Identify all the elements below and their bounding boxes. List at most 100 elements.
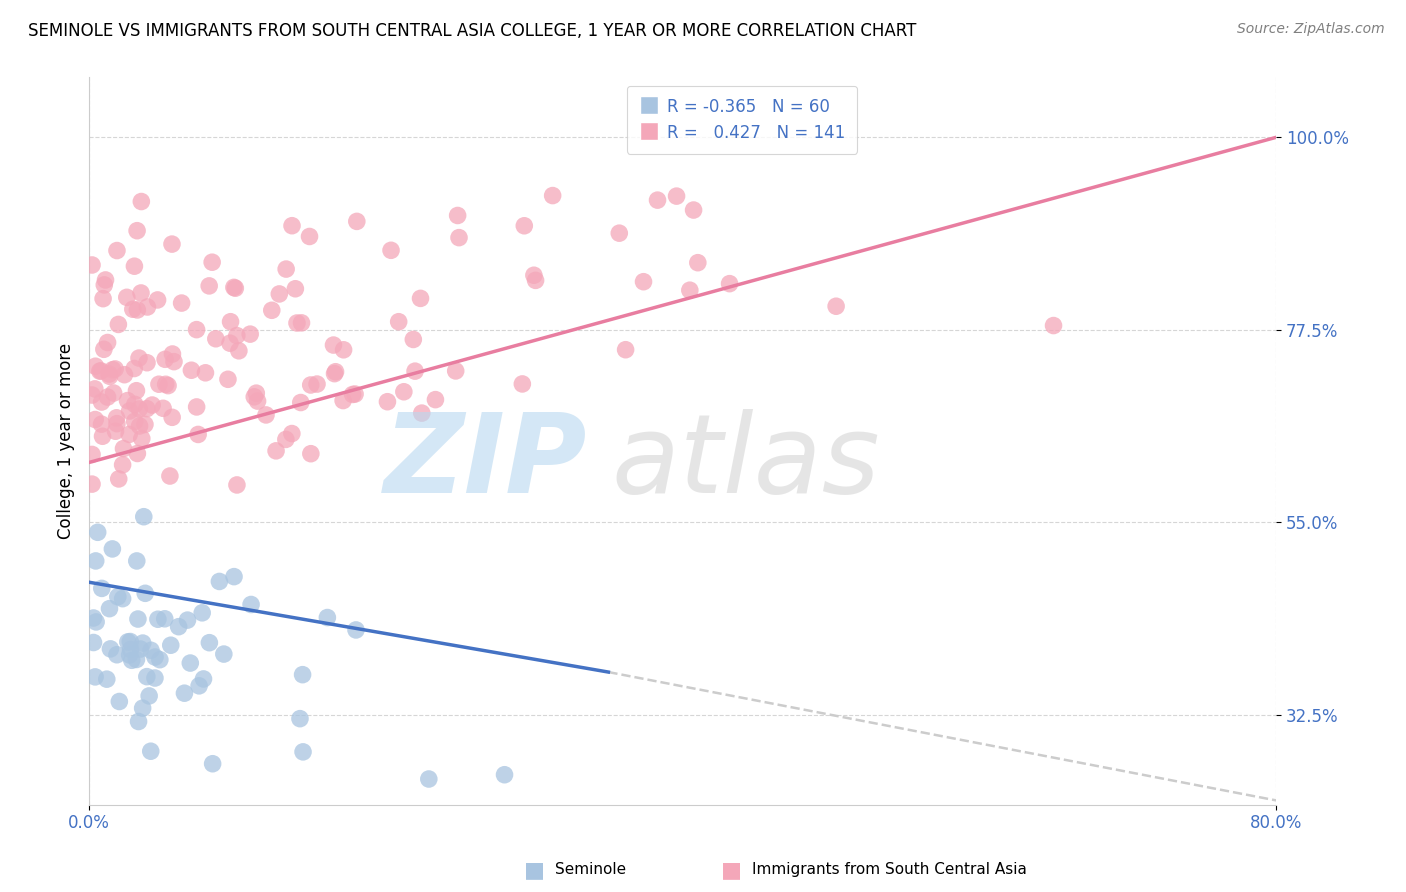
- Point: [446, 209, 468, 223]
- Point: [149, 653, 172, 667]
- Point: [217, 372, 239, 386]
- Point: [284, 282, 307, 296]
- Point: [153, 612, 176, 626]
- Point: [80, 258, 103, 272]
- Text: Seminole: Seminole: [555, 863, 627, 877]
- Point: [228, 343, 250, 358]
- Point: [127, 302, 149, 317]
- Point: [541, 188, 564, 202]
- Point: [129, 285, 152, 300]
- Point: [86, 525, 108, 540]
- Point: [129, 642, 152, 657]
- Point: [80, 477, 103, 491]
- Point: [124, 259, 146, 273]
- Point: [392, 384, 415, 399]
- Point: [127, 224, 149, 238]
- Point: [125, 384, 148, 398]
- Point: [239, 327, 262, 342]
- Point: [285, 316, 308, 330]
- Point: [194, 366, 217, 380]
- Point: [208, 574, 231, 589]
- Point: [122, 361, 145, 376]
- Point: [108, 694, 131, 708]
- Point: [84, 554, 107, 568]
- Point: [96, 672, 118, 686]
- Point: [219, 315, 242, 329]
- Point: [118, 427, 141, 442]
- Text: ■: ■: [721, 860, 741, 880]
- Point: [120, 642, 142, 657]
- Point: [188, 679, 211, 693]
- Point: [344, 623, 367, 637]
- Point: [84, 615, 107, 629]
- Point: [614, 343, 637, 357]
- Point: [344, 387, 367, 401]
- Text: atlas: atlas: [612, 409, 880, 516]
- Point: [105, 244, 128, 258]
- Point: [96, 390, 118, 404]
- Point: [90, 364, 112, 378]
- Point: [607, 226, 630, 240]
- Point: [146, 293, 169, 307]
- Point: [198, 279, 221, 293]
- Point: [128, 351, 150, 365]
- Point: [513, 219, 536, 233]
- Point: [132, 509, 155, 524]
- Point: [98, 367, 121, 381]
- Point: [322, 338, 344, 352]
- Point: [139, 643, 162, 657]
- Point: [105, 648, 128, 662]
- Point: [131, 194, 153, 209]
- Point: [292, 745, 315, 759]
- Point: [633, 275, 655, 289]
- Point: [524, 273, 547, 287]
- Point: [83, 611, 105, 625]
- Point: [186, 400, 208, 414]
- Point: [274, 433, 297, 447]
- Point: [402, 333, 425, 347]
- Point: [290, 316, 312, 330]
- Point: [112, 442, 135, 456]
- Point: [104, 362, 127, 376]
- Point: [139, 744, 162, 758]
- Point: [342, 387, 364, 401]
- Point: [128, 401, 150, 416]
- Point: [298, 229, 321, 244]
- Point: [103, 386, 125, 401]
- Point: [647, 193, 669, 207]
- Point: [134, 586, 156, 600]
- Point: [201, 756, 224, 771]
- Point: [404, 364, 426, 378]
- Point: [90, 417, 112, 431]
- Point: [89, 364, 111, 378]
- Point: [222, 569, 245, 583]
- Point: [243, 390, 266, 404]
- Point: [91, 429, 114, 443]
- Point: [143, 671, 166, 685]
- Point: [316, 610, 339, 624]
- Point: [125, 652, 148, 666]
- Point: [160, 237, 183, 252]
- Point: [90, 582, 112, 596]
- Point: [260, 303, 283, 318]
- Point: [825, 299, 848, 313]
- Point: [115, 290, 138, 304]
- Text: SEMINOLE VS IMMIGRANTS FROM SOUTH CENTRAL ASIA COLLEGE, 1 YEAR OR MORE CORRELATI: SEMINOLE VS IMMIGRANTS FROM SOUTH CENTRA…: [28, 22, 917, 40]
- Point: [494, 768, 516, 782]
- Point: [204, 332, 226, 346]
- Point: [388, 315, 411, 329]
- Point: [134, 417, 156, 432]
- Point: [84, 359, 107, 374]
- Point: [107, 590, 129, 604]
- Point: [332, 393, 354, 408]
- Point: [254, 408, 277, 422]
- Point: [118, 404, 141, 418]
- Point: [201, 255, 224, 269]
- Point: [80, 447, 103, 461]
- Point: [97, 335, 120, 350]
- Point: [157, 378, 180, 392]
- Point: [682, 202, 704, 217]
- Point: [291, 667, 314, 681]
- Point: [409, 292, 432, 306]
- Point: [146, 612, 169, 626]
